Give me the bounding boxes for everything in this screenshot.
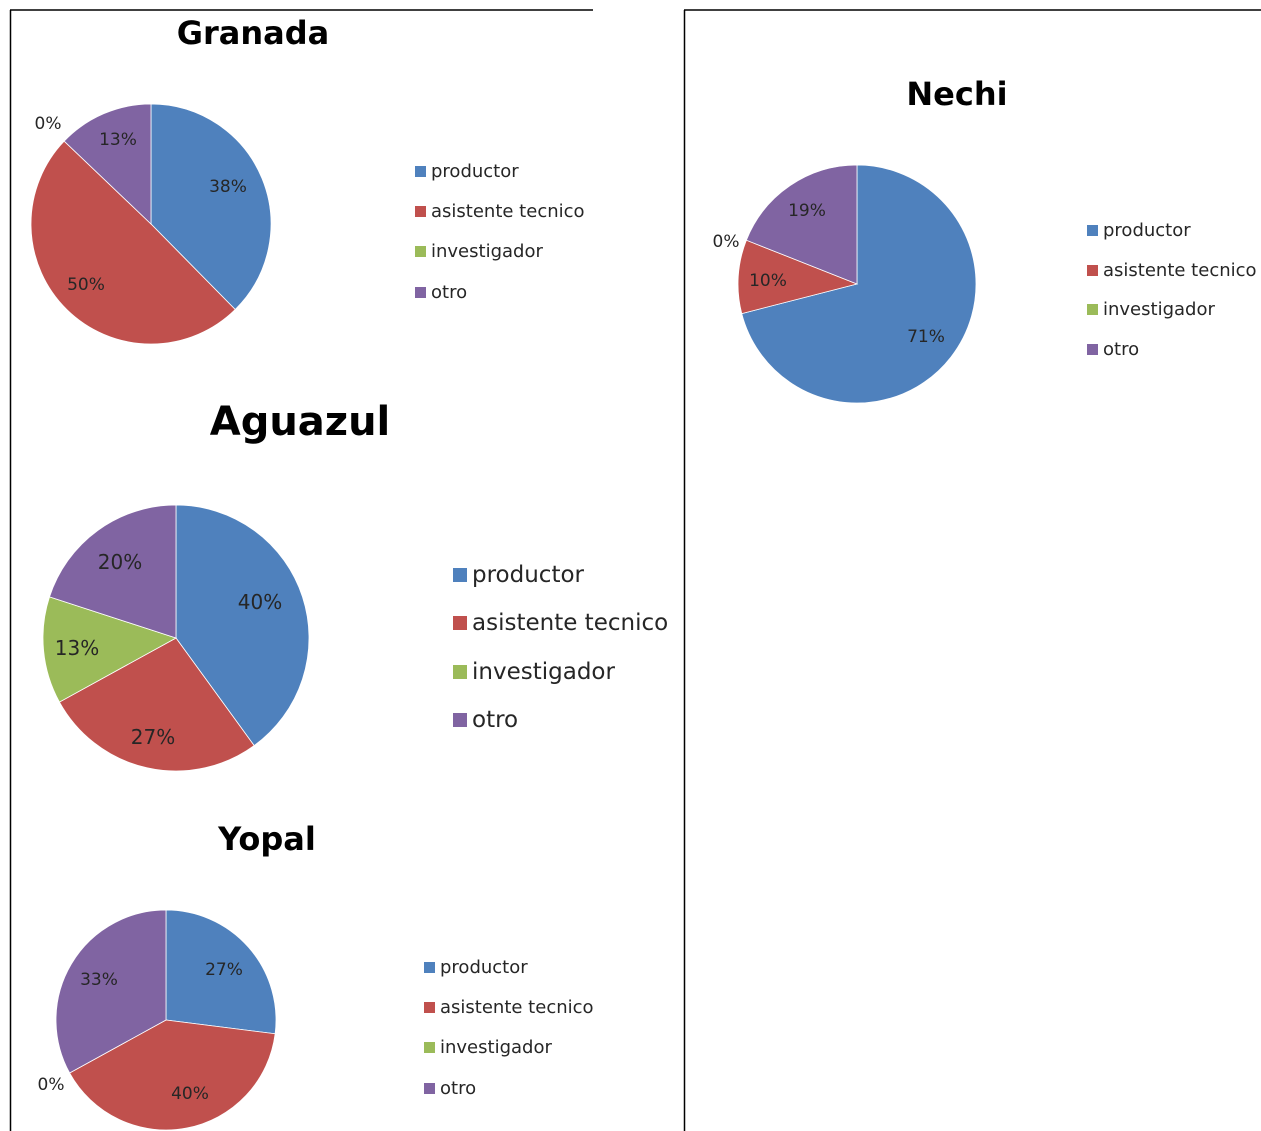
legend-label: asistente tecnico: [431, 200, 585, 222]
legend-label: asistente tecnico: [472, 610, 669, 637]
data-label: 0%: [38, 1075, 65, 1095]
legend-label: productor: [431, 160, 519, 182]
data-label: 13%: [55, 636, 99, 660]
legend-item: otro: [415, 272, 585, 312]
data-label: 0%: [713, 232, 740, 252]
pie-slice-asistente-tecnico: [58, 637, 255, 772]
data-label: 10%: [749, 271, 787, 291]
legend-item: otro: [424, 1068, 594, 1108]
data-label: 40%: [171, 1084, 209, 1104]
pie-slice-asistente-tecnico: [69, 1019, 276, 1131]
data-label: 40%: [238, 590, 282, 614]
data-label: 27%: [205, 960, 243, 980]
legend-swatch: [1087, 264, 1098, 276]
legend-item: investigador: [1087, 290, 1257, 330]
pie-slice-productor: [150, 103, 272, 311]
legend-item: productor: [1087, 211, 1257, 251]
legend-label: productor: [440, 956, 528, 978]
legend-swatch: [424, 1042, 435, 1054]
legend-label: asistente tecnico: [1103, 259, 1257, 281]
legend-item: asistente tecnico: [453, 599, 668, 647]
legend-swatch: [453, 664, 467, 679]
pie-slice-asistente-tecnico: [737, 239, 859, 315]
legend-swatch: [415, 246, 426, 258]
legend-swatch: [415, 205, 426, 217]
legend-swatch: [1087, 304, 1098, 316]
legend-label: otro: [431, 281, 468, 303]
legend-swatch: [424, 1082, 435, 1094]
data-label: 20%: [98, 550, 142, 574]
pie-slice-productor: [165, 909, 277, 1035]
legend-item: otro: [453, 696, 668, 744]
pie-slice-productor: [175, 504, 310, 747]
data-label: 71%: [907, 327, 945, 347]
legend-swatch: [453, 568, 467, 583]
data-label: 27%: [131, 725, 175, 749]
pie-slice-productor: [741, 164, 977, 404]
legend-item: investigador: [424, 1028, 594, 1068]
legend-swatch: [1087, 343, 1098, 355]
data-label: 19%: [788, 201, 826, 221]
legend-label: investigador: [1103, 299, 1215, 321]
chart-legend: productor asistente tecnico investigador ot…: [415, 151, 585, 312]
pie-slice-otro: [63, 103, 152, 225]
pie-slice-investigador: [42, 596, 178, 703]
data-label: 33%: [80, 970, 118, 990]
legend-item: asistente tecnico: [415, 191, 585, 231]
legend-item: asistente tecnico: [1087, 251, 1257, 291]
chart-legend: productor asistente tecnico investigador ot…: [1087, 211, 1257, 369]
pie-slice-otro: [745, 164, 858, 285]
legend-swatch: [424, 1001, 435, 1013]
legend-label: otro: [1103, 338, 1140, 360]
legend-swatch: [1087, 225, 1098, 237]
chart-title: Yopal: [218, 820, 316, 858]
chart-legend: productor asistente tecnico investigador ot…: [424, 947, 594, 1108]
pie-slice-otro: [49, 504, 177, 639]
legend-item: asistente tecnico: [424, 987, 594, 1027]
legend-label: asistente tecnico: [440, 996, 594, 1018]
legend-label: otro: [472, 707, 519, 734]
chart-legend: productor asistente tecnico investigador ot…: [453, 551, 668, 744]
legend-item: productor: [424, 947, 594, 987]
legend-item: otro: [1087, 330, 1257, 370]
chart-title: Granada: [176, 14, 330, 52]
chart-title: Aguazul: [209, 399, 391, 445]
legend-label: productor: [472, 562, 584, 589]
legend-label: investigador: [472, 658, 615, 685]
legend-swatch: [453, 616, 467, 631]
legend-swatch: [415, 286, 426, 298]
legend-swatch: [415, 165, 426, 177]
chart-title: Nechi: [906, 75, 1008, 113]
legend-swatch: [453, 713, 467, 728]
pie-slice-asistente-tecnico: [30, 140, 236, 345]
legend-label: productor: [1103, 220, 1191, 242]
legend-item: investigador: [415, 232, 585, 272]
data-label: 13%: [99, 130, 137, 150]
legend-label: investigador: [431, 241, 543, 263]
legend-label: investigador: [440, 1037, 552, 1059]
data-label: 38%: [209, 177, 247, 197]
pie-slice-otro: [55, 909, 167, 1074]
legend-item: investigador: [453, 648, 668, 696]
legend-item: productor: [453, 551, 668, 599]
legend-swatch: [424, 961, 435, 973]
data-label: 50%: [67, 275, 105, 295]
data-label: 0%: [35, 114, 62, 134]
legend-item: productor: [415, 151, 585, 191]
legend-label: otro: [440, 1077, 477, 1099]
